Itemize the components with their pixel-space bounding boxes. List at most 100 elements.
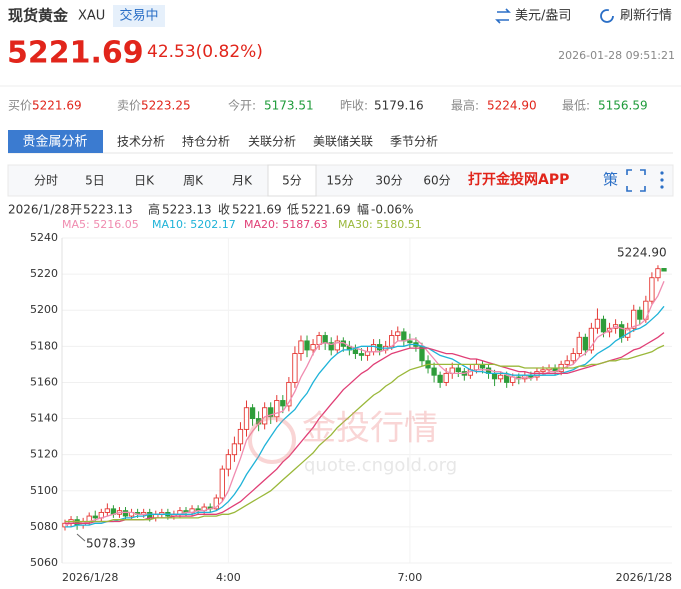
candle-body [92, 515, 98, 519]
refresh-button[interactable]: 刷新行情 [600, 8, 672, 24]
candle-body [649, 277, 655, 302]
candle-body [74, 519, 80, 526]
tab[interactable]: 关联分析 [248, 135, 296, 149]
y-tick-label: 5160 [30, 375, 58, 388]
candle-body [655, 268, 661, 279]
quote-value: 5156.59 [598, 99, 648, 113]
period[interactable]: 15分 [326, 174, 353, 188]
y-tick-label: 5080 [30, 520, 58, 533]
tab[interactable]: 技术分析 [117, 135, 165, 149]
candle-body [104, 508, 111, 513]
period[interactable]: 周K [183, 174, 204, 188]
refresh-icon [600, 9, 614, 23]
info-date: 2026/1/28 [8, 203, 70, 217]
title: 现货黄金 [8, 7, 69, 25]
period[interactable]: 日K [134, 174, 155, 188]
active-period[interactable] [267, 164, 317, 197]
swap-icon [495, 8, 511, 24]
candle-body [231, 443, 238, 456]
status-badge [113, 5, 165, 27]
tab[interactable]: 美联储关联 [313, 134, 373, 149]
strategy[interactable]: 策 [603, 171, 618, 189]
quote-label: 买价: [8, 99, 36, 113]
y-tick-label: 5100 [30, 484, 58, 497]
y-tick-label: 5220 [30, 267, 58, 280]
info-label: 收 [218, 203, 230, 217]
info-value: 5221.69 [232, 203, 282, 217]
period[interactable]: 5日 [85, 174, 105, 188]
unit-button[interactable]: 美元/盎司 [495, 8, 571, 24]
watermark-url: quote.cngold.org [304, 455, 457, 476]
candle-body [588, 327, 595, 351]
candle-body [370, 344, 377, 353]
period[interactable]: 分时 [34, 174, 58, 188]
more-icon[interactable] [660, 171, 664, 189]
period[interactable]: 30分 [375, 174, 402, 188]
watermark-title: 金投行情 [302, 409, 438, 449]
quote-label: 今开: [228, 98, 256, 113]
y-tick-label: 5180 [30, 339, 58, 352]
legend-entry: MA10: 5202.17 [152, 218, 236, 231]
candle-body [316, 335, 322, 345]
quote-label: 最高: [451, 98, 479, 113]
quote-label: 最低: [562, 99, 590, 113]
info-value: 5223.13 [83, 203, 133, 217]
info-label: 高 [148, 202, 160, 217]
periods: 分时 5日 日K 周K 月K 5分 15分 30分 60分 [34, 174, 451, 188]
candle-body [292, 353, 298, 383]
candle-body [352, 349, 359, 355]
candle-body [570, 353, 576, 362]
info-value: 5223.13 [162, 203, 212, 217]
candle-body [286, 381, 292, 407]
low-annotation: 5078.39 [86, 537, 136, 551]
x-tick-label: 4:00 [216, 571, 241, 584]
quote-time: 2026-01-28 09:51:21 [558, 49, 675, 62]
annotation-leader [76, 533, 86, 542]
period-bar [7, 164, 674, 197]
quote-label: 卖价: [117, 99, 145, 113]
candle-body [407, 340, 413, 344]
candle-body [437, 374, 443, 383]
app-link[interactable]: 打开金投网APP [468, 171, 569, 188]
candle-body [564, 360, 570, 365]
active-tab[interactable] [8, 130, 103, 153]
ma-line [65, 305, 665, 528]
candle-body [268, 407, 274, 418]
candle-body [491, 372, 498, 380]
quote-value: 5179.16 [374, 99, 424, 113]
refresh[interactable]: 刷新行情 [620, 8, 672, 24]
ohlc-info: 2026/1/28 开 5223.13 高 5223.13 收 5221.69 … [8, 202, 413, 217]
tab[interactable]: 持仓分析 [182, 134, 230, 149]
legend-entry: MA30: 5180.51 [338, 218, 422, 231]
unit[interactable]: 美元/盎司 [515, 9, 571, 24]
x-tick-label: 2026/1/28 [616, 571, 672, 584]
candle-body [249, 407, 256, 420]
candle-body [213, 497, 219, 510]
price: 5221.69 [7, 36, 144, 71]
y-tick-label: 5200 [30, 303, 58, 316]
quote-value: 5221.69 [32, 99, 82, 113]
candle-body [298, 340, 304, 355]
period[interactable]: 5分 [282, 174, 302, 188]
tab[interactable]: 贵金属分析 [22, 134, 87, 150]
candle-body [395, 331, 401, 336]
y-tick-label: 5140 [30, 412, 58, 425]
plot: 5060 5080 5100 5120 5140 5160 5180 5200 5220 5240… [30, 231, 672, 584]
candle-body [122, 510, 129, 517]
fullscreen-icon[interactable] [626, 169, 646, 192]
tab[interactable]: 季节分析 [390, 135, 438, 149]
candle-body [274, 400, 280, 418]
period[interactable]: 60分 [423, 174, 450, 188]
candle-body [310, 344, 316, 351]
symbol: XAU [78, 9, 105, 24]
candle-body [280, 400, 286, 407]
candle-body [576, 336, 582, 355]
candle-body [497, 374, 504, 380]
candle-body [401, 331, 407, 342]
candle-body [473, 363, 480, 371]
period[interactable]: 月K [232, 174, 253, 188]
info-label: 开 [70, 203, 82, 217]
quote-row: 买价: 5221.69 卖价: 5223.25 今开: 5173.51 昨收: … [8, 98, 648, 113]
candle-body [322, 335, 328, 344]
status: 交易中 [119, 8, 158, 24]
